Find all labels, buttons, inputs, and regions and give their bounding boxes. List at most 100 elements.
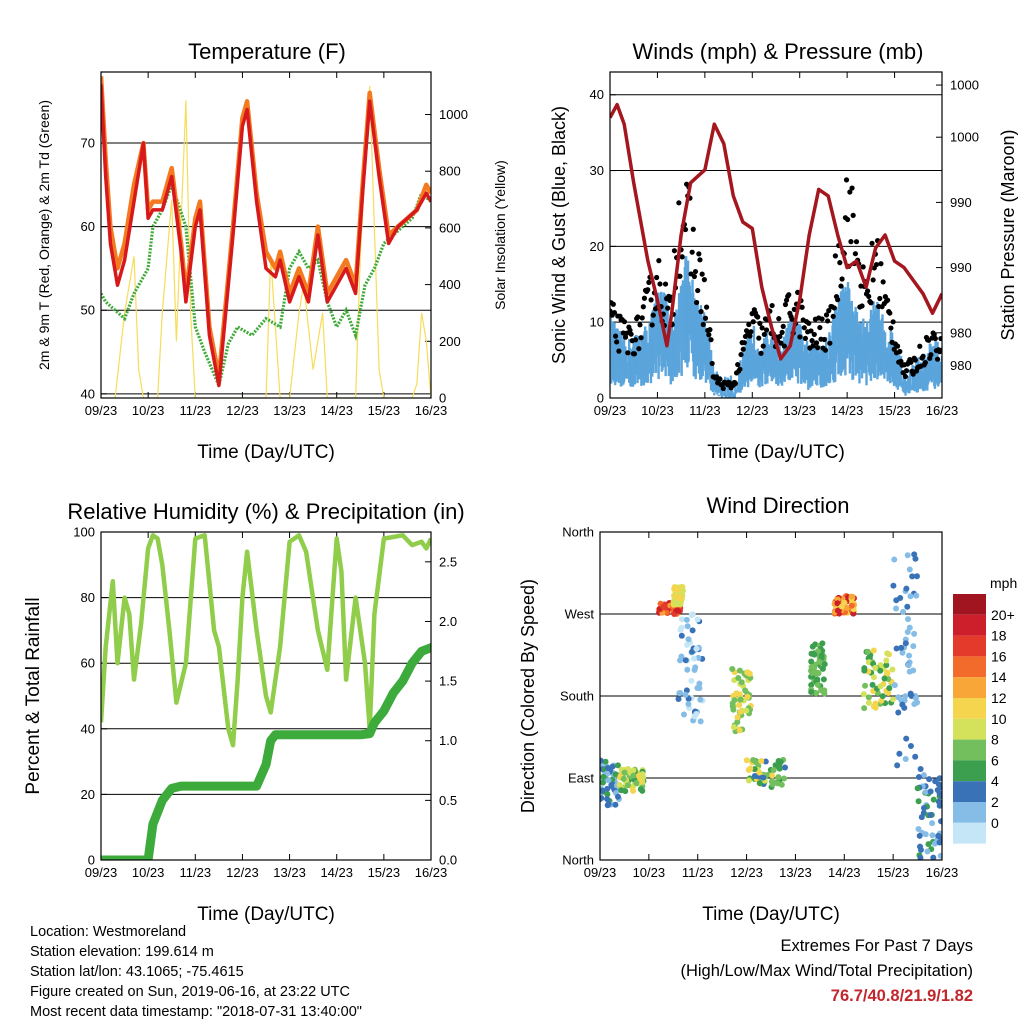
gust-point — [761, 331, 767, 338]
direction-point — [630, 767, 637, 774]
direction-point — [684, 641, 691, 648]
direction-point — [889, 666, 896, 673]
y2-axis-label: Solar Insolation (Yellow) — [492, 160, 508, 310]
direction-point — [872, 664, 879, 671]
direction-point — [869, 681, 876, 688]
x-tick-label: 09/23 — [85, 403, 118, 418]
gust-point — [656, 258, 662, 264]
direction-point — [737, 696, 744, 703]
direction-point — [816, 658, 823, 665]
gust-point — [682, 226, 689, 233]
direction-point — [768, 778, 775, 785]
gust-point — [610, 301, 616, 307]
gust-point — [877, 295, 883, 302]
y2-tick-label: 0.0 — [439, 853, 457, 868]
direction-point — [612, 801, 619, 808]
humidity-title: Relative Humidity (%) & Precipitation (i… — [67, 499, 464, 524]
gust-point — [760, 343, 766, 349]
direction-point — [891, 556, 898, 563]
direction-point — [935, 832, 942, 839]
direction-point — [618, 787, 625, 794]
y2-tick-label: 2.5 — [439, 554, 457, 569]
gust-point — [781, 343, 787, 349]
direction-point — [695, 654, 702, 661]
gust-point — [650, 312, 656, 318]
gust-point — [639, 315, 645, 321]
direction-point — [936, 839, 942, 846]
gust-point — [870, 277, 876, 283]
gust-point — [786, 292, 792, 298]
legend-label: 8 — [991, 732, 999, 748]
direction-point — [891, 682, 898, 689]
direction-point — [688, 677, 695, 684]
x-axis-label: Time (Day/UTC) — [197, 904, 335, 925]
direction-point — [821, 661, 828, 668]
direction-point — [870, 674, 877, 681]
direction-point — [874, 690, 881, 697]
direction-point — [744, 693, 751, 700]
direction-point — [776, 765, 783, 772]
x-tick-label: 10/23 — [132, 865, 165, 880]
direction-point — [929, 820, 936, 827]
direction-point — [678, 624, 685, 631]
direction-point — [924, 848, 931, 855]
gust-point — [698, 309, 704, 315]
x-axis-label: Time (Day/UTC) — [197, 442, 335, 463]
direction-point — [889, 696, 896, 703]
direction-point — [630, 787, 637, 794]
x-tick-label: 16/23 — [415, 865, 448, 880]
gust-point — [690, 226, 696, 232]
station-latlon: Station lat/lon: 43.1065; -75.4615 — [30, 964, 244, 980]
direction-point — [818, 652, 825, 659]
gust-point — [611, 309, 618, 316]
direction-point — [770, 767, 777, 774]
x-tick-label: 15/23 — [878, 403, 911, 418]
direction-point — [834, 600, 841, 607]
gust-point — [806, 320, 812, 326]
x-tick-label: 09/23 — [85, 865, 118, 880]
direction-point — [689, 627, 696, 634]
gust-point — [614, 339, 620, 345]
gust-point — [789, 316, 795, 322]
y2-tick-label: 1.5 — [439, 674, 457, 689]
direction-point — [682, 657, 689, 664]
direction-point — [782, 764, 789, 771]
direction-point — [865, 699, 872, 706]
gust-point — [931, 331, 937, 338]
direction-point — [904, 628, 911, 635]
gust-point — [813, 340, 820, 346]
gust-point — [735, 361, 741, 368]
x-tick-label: 10/23 — [633, 865, 666, 880]
gust-point — [748, 329, 754, 335]
direction-point — [743, 757, 750, 764]
direction-point — [907, 593, 914, 600]
direction-point — [678, 616, 685, 623]
gust-point — [746, 321, 752, 328]
direction-point — [914, 699, 921, 706]
direction-point — [697, 718, 704, 725]
gust-point — [802, 335, 809, 342]
x-tick-label: 16/23 — [415, 403, 448, 418]
direction-point — [743, 707, 750, 714]
gust-point — [850, 212, 856, 218]
x-tick-label: 11/23 — [179, 865, 211, 880]
y2-tick-label: 600 — [439, 220, 461, 235]
x-tick-label: 09/23 — [594, 403, 627, 418]
direction-point — [907, 743, 914, 750]
y-tick-label: 0 — [88, 853, 95, 868]
legend-label: 14 — [991, 669, 1007, 685]
direction-point — [872, 704, 879, 711]
direction-point — [913, 592, 920, 599]
extremes-subtitle: (High/Low/Max Wind/Total Precipitation) — [680, 962, 973, 980]
x-tick-label: 12/23 — [226, 865, 259, 880]
direction-point — [614, 793, 621, 800]
x-tick-label: 11/23 — [689, 403, 721, 418]
legend-swatch — [953, 635, 986, 657]
gust-point — [717, 376, 723, 382]
legend-swatch — [953, 822, 986, 844]
gust-point — [868, 300, 874, 306]
direction-point — [895, 694, 902, 701]
direction-point — [916, 832, 923, 839]
gust-point — [831, 305, 837, 311]
gust-point — [641, 295, 648, 301]
